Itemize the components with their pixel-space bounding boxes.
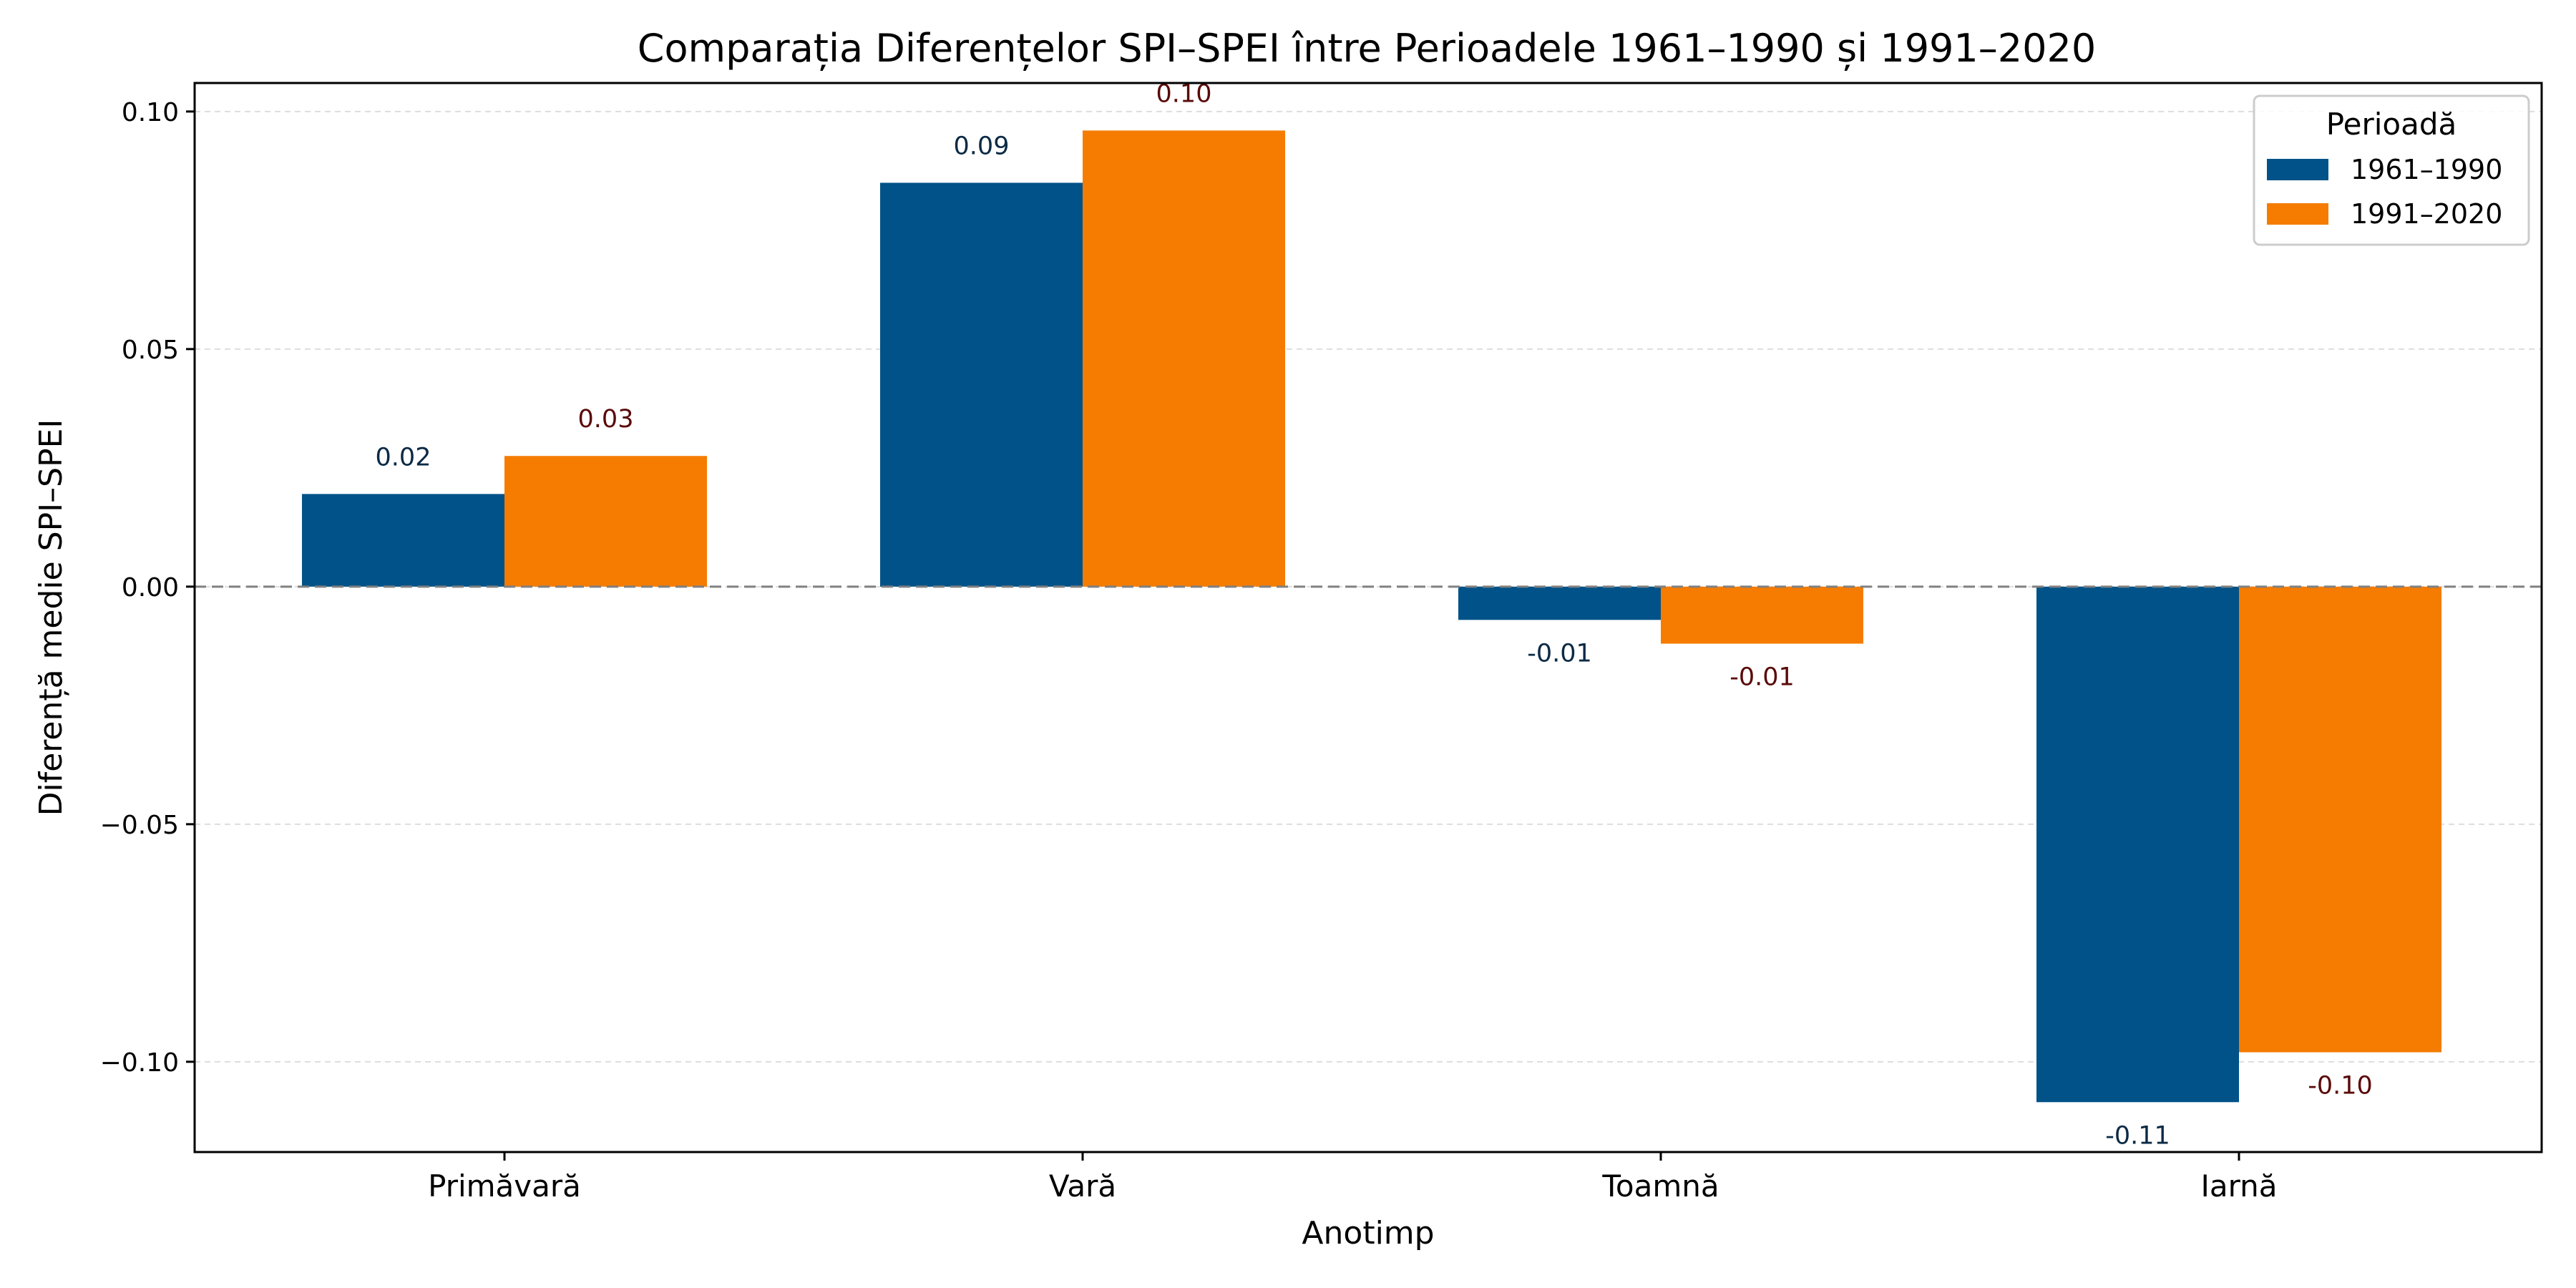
chart-title: Comparația Diferențelor SPI–SPEI între P… bbox=[638, 26, 2096, 72]
bar-value-label: 0.03 bbox=[578, 405, 634, 434]
bar-value-label: 0.09 bbox=[954, 132, 1010, 160]
x-axis-ticks: Primăvară Vară Toamnă Iarnă bbox=[428, 1152, 2278, 1204]
bars bbox=[302, 130, 2441, 1103]
y-tick-label: 0.10 bbox=[122, 98, 179, 127]
y-tick-label: −0.10 bbox=[100, 1048, 179, 1078]
x-tick-label: Iarnă bbox=[2200, 1169, 2277, 1204]
bar-value-label: -0.01 bbox=[1729, 663, 1795, 692]
legend-label-1991-2020: 1991–2020 bbox=[2351, 198, 2502, 230]
bar-value-label: -0.01 bbox=[1527, 639, 1592, 668]
legend-label-1961-1990: 1961–1990 bbox=[2351, 154, 2502, 185]
y-tick-label: 0.00 bbox=[122, 573, 179, 602]
bar-primăvară-1991–2020 bbox=[504, 456, 707, 587]
bar-value-label: 0.10 bbox=[1156, 79, 1212, 108]
bar-vară-1961–1990 bbox=[880, 182, 1083, 587]
bar-vară-1991–2020 bbox=[1083, 130, 1285, 587]
legend: Perioadă 1961–1990 1991–2020 bbox=[2253, 94, 2530, 246]
bar-value-label: -0.10 bbox=[2308, 1072, 2373, 1101]
bar-toamnă-1991–2020 bbox=[1661, 586, 1863, 644]
bar-toamnă-1961–1990 bbox=[1458, 586, 1661, 620]
y-axis-ticks: 0.10 0.05 0.00 −0.05 −0.10 bbox=[100, 98, 195, 1078]
legend-swatch-1961-1990 bbox=[2267, 159, 2328, 180]
legend-title: Perioadă bbox=[2326, 107, 2457, 142]
y-tick-label: 0.05 bbox=[122, 336, 179, 365]
bar-labels: 0.02 0.09 -0.01 -0.11 0.03 0.10 -0.01 -0.10 bbox=[376, 79, 2373, 1150]
bar-iarnă-1961–1990 bbox=[2036, 586, 2239, 1103]
legend-swatch-1991-2020 bbox=[2267, 203, 2328, 225]
bar-value-label: -0.11 bbox=[2105, 1121, 2170, 1150]
y-axis-label: Diferență medie SPI–SPEI bbox=[33, 419, 69, 816]
bar-iarnă-1991–2020 bbox=[2239, 586, 2441, 1053]
plot-frame bbox=[193, 82, 2543, 1153]
bar-primăvară-1961–1990 bbox=[302, 494, 504, 587]
x-tick-label: Toamnă bbox=[1601, 1169, 1719, 1204]
x-tick-label: Primăvară bbox=[428, 1169, 581, 1204]
y-tick-label: −0.05 bbox=[100, 811, 179, 840]
x-axis-label: Anotimp bbox=[1302, 1215, 1434, 1252]
x-tick-label: Vară bbox=[1049, 1169, 1116, 1204]
bar-value-label: 0.02 bbox=[376, 443, 431, 472]
